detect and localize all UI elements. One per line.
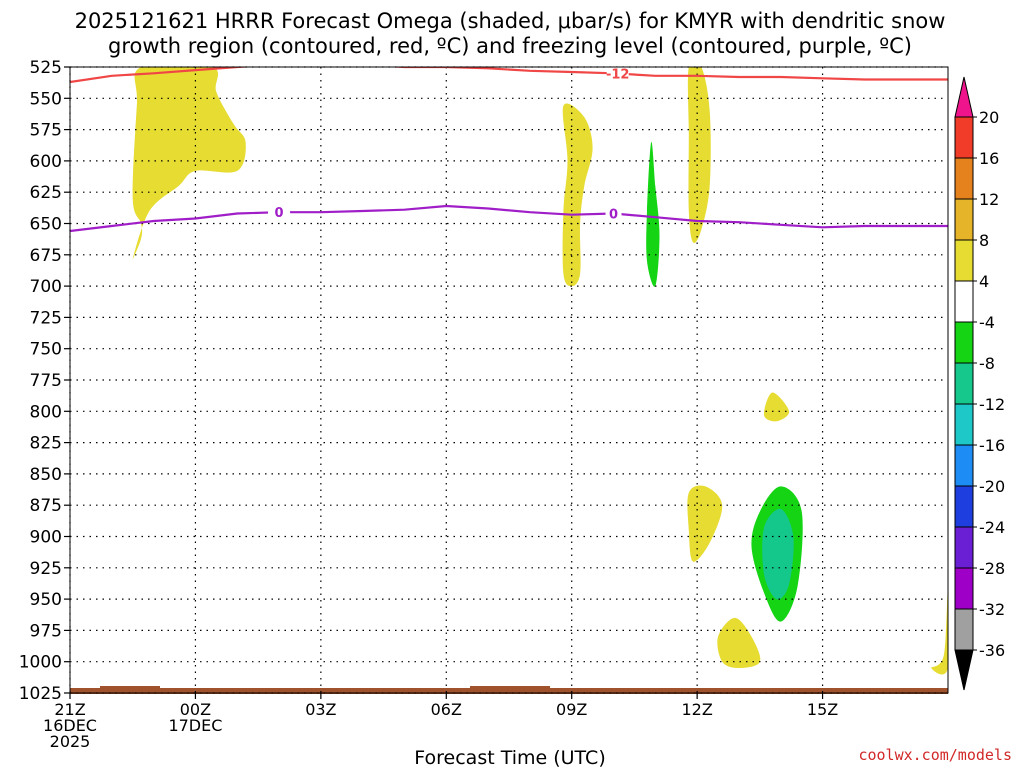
omega-region-7: [646, 141, 660, 287]
colorbar-label--12: -12: [979, 395, 1005, 414]
y-tick-label-950: 950: [30, 590, 62, 610]
y-tick-label-900: 900: [30, 528, 62, 548]
omega-shaded-regions: [132, 67, 948, 675]
y-axis-pressure-ticks: 525 550 575 600 625 650 675 700 725 750 775 800 825 8…: [19, 58, 70, 704]
omega-region-2: [687, 67, 711, 244]
y-tick-label-700: 700: [30, 277, 62, 297]
y-tick-label-650: 650: [30, 215, 62, 235]
freezing-level-contour-label: 0: [275, 206, 284, 221]
colorbar-label--8: -8: [979, 354, 995, 373]
omega-region-5: [717, 617, 761, 668]
dendritic-growth-contour: [70, 67, 948, 84]
freezing-level-contour-label-2-bg: [605, 205, 622, 221]
y-tick-label-1025: 1025: [19, 684, 62, 704]
freezing-level-contour: [70, 204, 948, 233]
x-tick-label-12Z-1: 12Z: [681, 700, 712, 719]
x-tick-label-21Z-2: 16DEC: [43, 716, 97, 735]
colorbar-box-4: [954, 485, 974, 528]
freezing-level-contour-label-bg: [268, 204, 291, 220]
colorbar-box-3: [954, 526, 974, 569]
colorbar-label-20: 20: [979, 108, 999, 127]
y-tick-label-975: 975: [30, 621, 62, 641]
omega-region-3: [763, 392, 790, 422]
y-tick-label-800: 800: [30, 402, 62, 422]
y-tick-label-750: 750: [30, 340, 62, 360]
x-tick-label-00Z-2: 17DEC: [168, 716, 222, 735]
x-axis-label: Forecast Time (UTC): [414, 747, 605, 768]
contour-lines: -12 0 0: [70, 67, 948, 233]
freezing-level-contour-label-2: 0: [609, 207, 618, 222]
colorbar-box-2: [954, 567, 974, 610]
colorbar-label-16: 16: [979, 149, 999, 168]
colorbar-label-4: 4: [979, 272, 989, 291]
omega-region-0: [132, 67, 246, 260]
colorbar-label--28: -28: [979, 559, 1005, 578]
y-tick-label-850: 850: [30, 465, 62, 485]
colorbar-box-9: [954, 280, 974, 323]
colorbar-box-5: [954, 444, 974, 487]
omega-region-4: [687, 485, 723, 562]
colorbar-box-7: [954, 362, 974, 405]
y-tick-label-1000: 1000: [19, 653, 62, 673]
y-tick-label-875: 875: [30, 496, 62, 516]
colorbar-box-12: [954, 157, 974, 200]
colorbar-box-6: [954, 403, 974, 446]
colorbar-box-8: [954, 321, 974, 364]
colorbar-label-12: 12: [979, 190, 999, 209]
colorbar-label--20: -20: [979, 477, 1005, 496]
x-tick-label-06Z-1: 06Z: [431, 700, 462, 719]
colorbar-label--24: -24: [979, 518, 1005, 537]
colorbar-box-1: [954, 608, 974, 651]
x-tick-label-21Z-1: 21Z: [54, 700, 85, 719]
y-tick-label-775: 775: [30, 371, 62, 391]
colorbar-box-11: [954, 198, 974, 241]
omega-colorbar: -36 -32 -28 -24 -20 -16 -12 -8 -4 4 8 12 16 20: [954, 76, 1005, 691]
dendritic-growth-contour-label: -12: [606, 68, 630, 83]
y-tick-label-600: 600: [30, 152, 62, 172]
x-tick-label-09Z-1: 09Z: [556, 700, 587, 719]
y-tick-label-675: 675: [30, 246, 62, 266]
colorbar-label--4: -4: [979, 313, 995, 332]
colorbar-label-8: 8: [979, 231, 989, 250]
omega-region-9: [762, 508, 794, 600]
y-tick-label-925: 925: [30, 559, 62, 579]
x-tick-label-21Z-3: 2025: [50, 732, 91, 751]
chart-title-line-1: 2025121621 HRRR Forecast Omega (shaded, …: [75, 9, 946, 33]
y-tick-label-575: 575: [30, 121, 62, 141]
ground-surface-band: [70, 686, 948, 694]
colorbar-label--16: -16: [979, 436, 1005, 455]
y-tick-label-525: 525: [30, 58, 62, 78]
omega-region-6: [931, 586, 948, 675]
credit-text: coolwx.com/models: [858, 746, 1012, 764]
colorbar-label--36: -36: [979, 641, 1005, 660]
y-tick-label-625: 625: [30, 183, 62, 203]
y-tick-label-725: 725: [30, 308, 62, 328]
chart-title-line-2: growth region (contoured, red, ºC) and f…: [108, 34, 912, 58]
y-tick-label-825: 825: [30, 434, 62, 454]
x-tick-label-00Z-1: 00Z: [180, 700, 211, 719]
colorbar-box-10: [954, 239, 974, 282]
dendritic-growth-contour-label-bg: [606, 67, 629, 81]
x-tick-label-03Z-1: 03Z: [305, 700, 336, 719]
colorbar-label--32: -32: [979, 600, 1005, 619]
colorbar-box-13: [954, 116, 974, 159]
y-tick-label-550: 550: [30, 89, 62, 109]
x-tick-label-15Z-1: 15Z: [807, 700, 838, 719]
omega-region-1: [562, 103, 593, 287]
